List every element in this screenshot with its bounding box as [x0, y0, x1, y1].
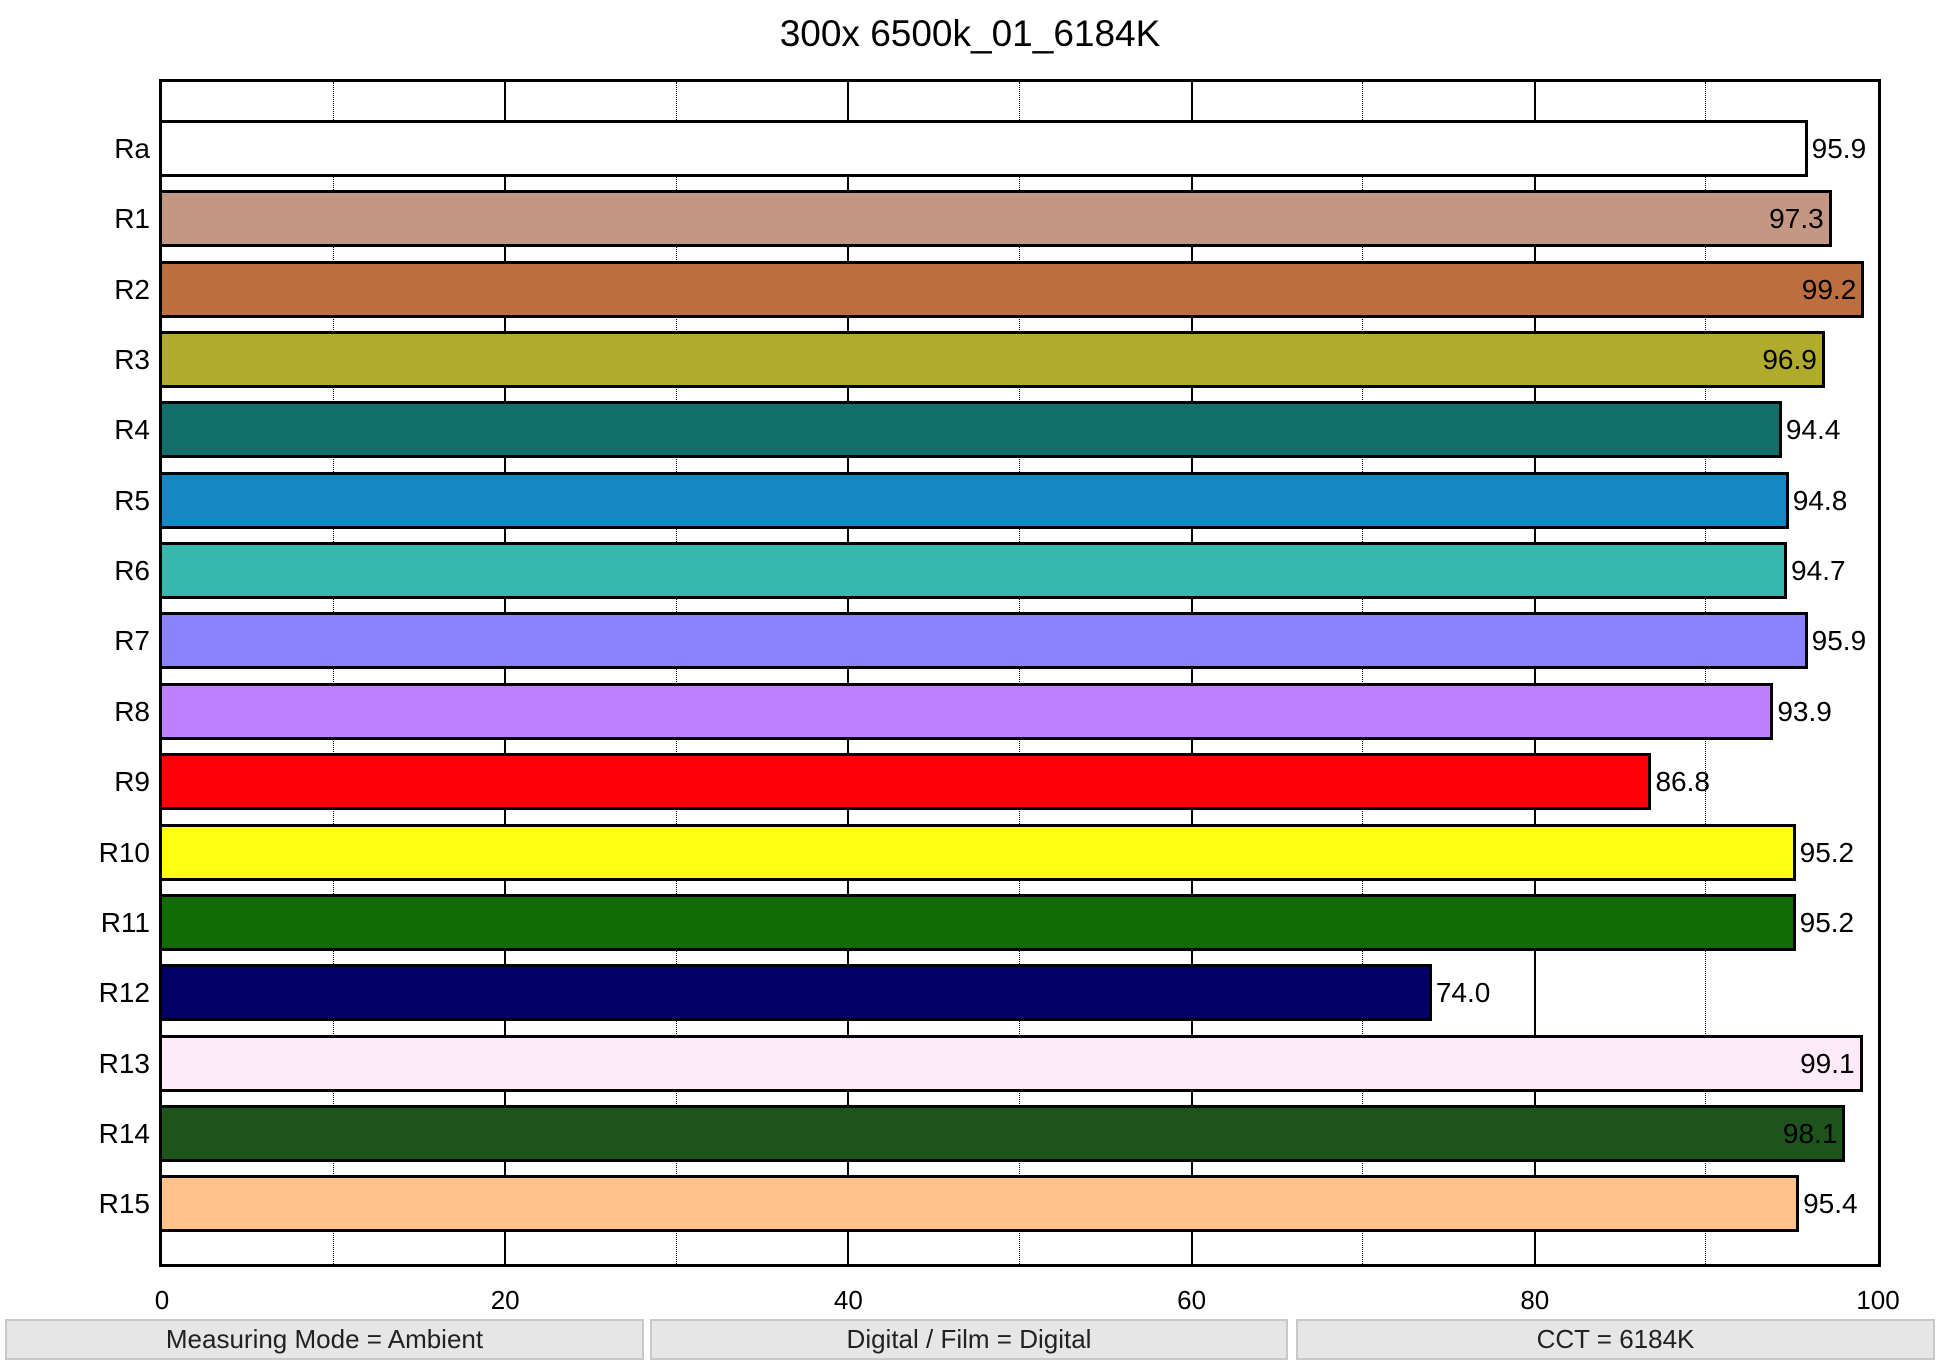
bar-r13: [162, 1034, 1863, 1092]
bar-r7: [162, 612, 1808, 670]
minor-gridline: [675, 82, 677, 1264]
bar-value-label: 99.1: [1800, 1047, 1855, 1079]
category-label: R13: [98, 1047, 150, 1079]
category-label: R9: [114, 766, 150, 798]
bar-r11: [162, 893, 1796, 951]
bar-value-label: 99.2: [1801, 273, 1857, 305]
bar-value-label: 98.1: [1782, 1117, 1838, 1149]
bar-value-label: 94.7: [1791, 555, 1846, 587]
bar-value-label: 95.2: [1799, 906, 1855, 938]
bar-r5: [162, 471, 1789, 529]
category-label: R5: [114, 484, 150, 516]
category-label: R15: [98, 1188, 150, 1220]
bar-value-label: 94.4: [1785, 414, 1841, 446]
category-label: R3: [114, 344, 150, 376]
category-label: Ra: [114, 133, 150, 164]
bar-r14: [162, 1104, 1846, 1162]
cct-status: CCT = 6184K: [1296, 1319, 1935, 1360]
bar-value-label: 86.8: [1655, 766, 1710, 798]
bar-r3: [162, 331, 1825, 389]
chart-title: 300x 6500k_01_6184K: [779, 13, 1161, 54]
major-gridline: [1190, 82, 1193, 1264]
category-label: R8: [114, 695, 150, 727]
category-label: R10: [98, 836, 150, 868]
bar-value-label: 95.2: [1799, 836, 1855, 868]
category-label: R4: [114, 414, 150, 446]
measuring-mode-status: Measuring Mode = Ambient: [5, 1319, 644, 1360]
x-tick-label: 40: [833, 1285, 863, 1315]
bar-value-label: 95.4: [1803, 1188, 1858, 1220]
bar-r2: [162, 260, 1865, 318]
bar-r1: [162, 190, 1832, 248]
bar-r15: [162, 1175, 1800, 1233]
category-label: R1: [114, 203, 150, 235]
x-tick-label: 60: [1177, 1285, 1207, 1315]
category-label: R6: [114, 555, 150, 587]
minor-gridline: [332, 82, 334, 1264]
x-tick-label: 80: [1520, 1285, 1550, 1315]
category-label: R11: [100, 906, 150, 938]
category-label: R7: [114, 625, 150, 657]
bar-r10: [162, 823, 1796, 881]
bar-value-label: 97.3: [1769, 203, 1824, 235]
bar-r8: [162, 682, 1774, 740]
category-label: R12: [98, 977, 150, 1009]
category-label: R2: [114, 273, 150, 305]
bar-value-label: 95.9: [1811, 133, 1867, 164]
bar-r9: [162, 753, 1652, 811]
major-gridline: [1533, 82, 1536, 1264]
x-tick-label: 0: [154, 1285, 170, 1315]
x-tick-label: 100: [1856, 1285, 1900, 1315]
minor-gridline: [1019, 82, 1020, 1264]
digital-film-status: Digital / Film = Digital: [650, 1319, 1288, 1360]
minor-gridline: [1362, 82, 1364, 1264]
bar-value-label: 95.9: [1811, 625, 1867, 657]
bar-value-label: 96.9: [1762, 344, 1817, 376]
bar-value-label: 93.9: [1777, 695, 1832, 727]
x-tick-label: 20: [490, 1285, 520, 1315]
bar-ra: [162, 120, 1808, 177]
bar-value-label: 74.0: [1435, 977, 1491, 1009]
bar-r6: [162, 542, 1788, 600]
plot-area: 95.9 97.3 99.2 96.9 94.4 94.8 94.7 95.9 93.9 86.8…: [159, 79, 1881, 1267]
major-gridline: [847, 82, 850, 1264]
bar-value-label: 94.8: [1792, 484, 1848, 516]
minor-gridline: [1705, 82, 1707, 1264]
major-gridline: [504, 82, 507, 1264]
category-label: R14: [98, 1117, 150, 1149]
bar-r4: [162, 401, 1782, 459]
bar-r12: [162, 964, 1432, 1022]
